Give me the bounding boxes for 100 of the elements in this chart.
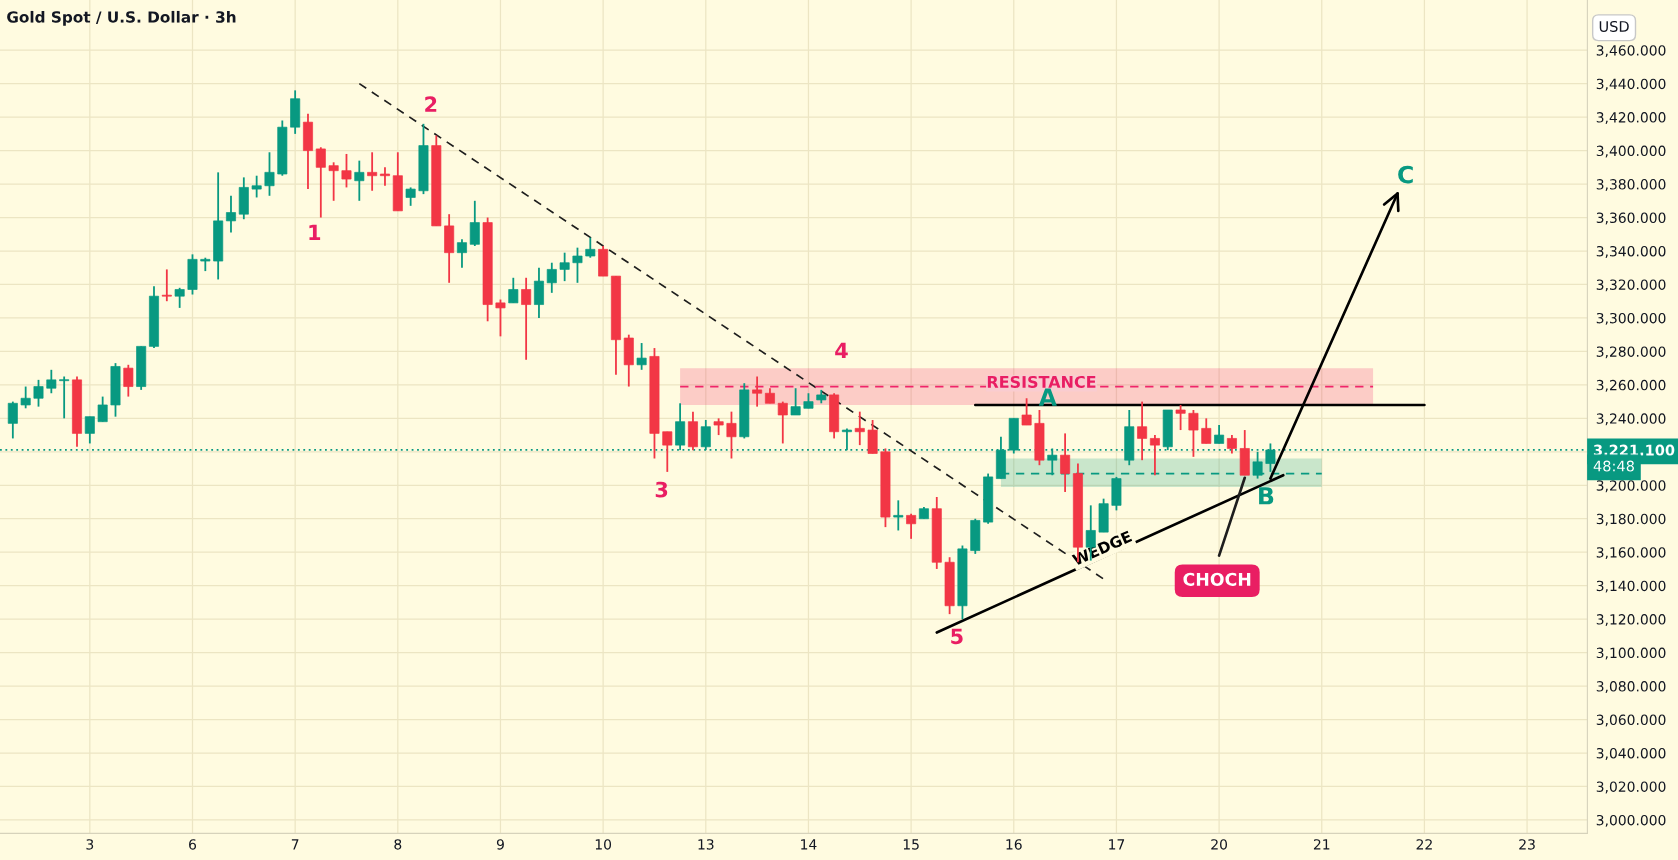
candlestick <box>354 159 365 202</box>
candlestick <box>123 363 134 398</box>
x-tick-label: 9 <box>496 839 504 850</box>
candlestick <box>662 430 673 473</box>
y-tick-label: 3,260.000 <box>1596 379 1666 392</box>
text: 48:48 <box>1593 460 1634 472</box>
y-tick-label: 3,240.000 <box>1596 413 1666 426</box>
candlestick <box>469 199 480 247</box>
candlestick <box>867 419 878 455</box>
x-tick-label: 20 <box>1211 839 1228 850</box>
x-tick-label: 13 <box>698 839 714 850</box>
y-tick-label: 3,120.000 <box>1596 614 1666 627</box>
annotation: 5 <box>951 628 963 645</box>
annotation: 3 <box>655 481 668 498</box>
candlestick <box>251 174 262 199</box>
y-tick-label: 3,160.000 <box>1596 547 1666 560</box>
candlestick <box>97 395 108 423</box>
candlestick <box>1137 400 1148 462</box>
y-tick-label: 3,400.000 <box>1596 145 1666 158</box>
candlestick <box>1149 434 1160 477</box>
candlestick <box>7 400 18 440</box>
x-tick-label: 23 <box>1519 839 1535 850</box>
annotation: B <box>1259 487 1274 505</box>
text: Gold Spot / U.S. Dollar · 3h <box>7 10 236 26</box>
candlestick <box>1214 424 1225 445</box>
candlestick <box>906 512 917 540</box>
annotation: RESISTANCE <box>987 375 1096 388</box>
candlestick <box>572 246 583 284</box>
x-tick-label: 14 <box>801 839 817 850</box>
candlestick <box>405 186 416 207</box>
x-tick-label: 3 <box>86 839 94 850</box>
candlestick <box>508 276 519 304</box>
candlestick <box>1060 432 1071 493</box>
y-tick-label: 3,420.000 <box>1596 112 1666 125</box>
candlestick <box>1226 434 1237 455</box>
candlestick <box>174 286 185 309</box>
x-tick-label: 6 <box>189 839 197 850</box>
candlestick <box>315 146 326 219</box>
y-tick-label: 3,460.000 <box>1596 45 1666 58</box>
candlestick <box>752 375 763 408</box>
candlestick <box>380 166 390 187</box>
y-tick-label: 3,080.000 <box>1596 681 1666 693</box>
candlestick <box>84 415 95 445</box>
candlestick <box>521 276 532 361</box>
candlestick <box>726 410 737 460</box>
ref-line-label: 3,221.100 <box>1593 444 1675 458</box>
candlestick <box>777 400 788 445</box>
candlestick <box>559 251 570 283</box>
candlestick <box>893 499 904 532</box>
x-tick-label: 8 <box>394 839 402 850</box>
y-tick-label: 3,140.000 <box>1596 580 1666 593</box>
x-tick-label: 7 <box>291 839 299 850</box>
annotation: A <box>1038 388 1057 406</box>
candlestick <box>33 378 44 408</box>
annotation: 2 <box>425 96 437 112</box>
y-tick-label: 3,340.000 <box>1596 245 1666 258</box>
candlestick <box>534 266 544 319</box>
candlestick <box>854 410 865 447</box>
y-tick-label: 3,380.000 <box>1596 179 1666 191</box>
y-tick-label: 3,020.000 <box>1596 781 1666 794</box>
y-tick-label: 3,320.000 <box>1596 279 1666 292</box>
y-tick-label: 3,060.000 <box>1596 714 1666 727</box>
annotation: 4 <box>835 342 848 358</box>
candlestick <box>1201 417 1212 445</box>
candlestick <box>328 161 339 202</box>
annotation: C <box>1398 165 1413 184</box>
candlestick <box>1021 397 1032 426</box>
candlestick <box>264 151 275 197</box>
y-tick-label: 3,280.000 <box>1596 346 1666 359</box>
candlestick <box>20 385 31 410</box>
y-tick-label: 3,200.000 <box>1596 480 1666 493</box>
annotation: CHOCH <box>1183 572 1251 586</box>
x-tick-label: 17 <box>1109 839 1125 850</box>
y-tick-label: 3,360.000 <box>1596 212 1666 225</box>
candlestick <box>1175 404 1186 431</box>
candlestick <box>546 261 557 294</box>
candlestick <box>161 268 172 303</box>
x-tick-label: 21 <box>1313 839 1330 850</box>
candlestick <box>341 153 352 189</box>
candlestick <box>636 342 647 371</box>
x-tick-label: 16 <box>1006 839 1022 850</box>
y-tick-label: 3,300.000 <box>1596 312 1666 325</box>
x-tick-label: 15 <box>903 839 919 850</box>
y-tick-label: 3,440.000 <box>1596 78 1666 91</box>
x-tick-label: 10 <box>595 839 612 850</box>
y-tick-label: 3,040.000 <box>1596 747 1666 760</box>
x-tick-label: 22 <box>1416 839 1432 850</box>
candlestick <box>790 387 801 416</box>
candlestick <box>585 236 596 259</box>
candlestick <box>495 298 506 338</box>
candlestick <box>367 151 378 192</box>
y-tick-label: 3,180.000 <box>1596 513 1666 526</box>
annotation: 1 <box>309 224 321 240</box>
candlestick <box>59 375 70 420</box>
y-tick-label: 3,100.000 <box>1596 647 1666 660</box>
candlestick <box>457 238 467 269</box>
candlestick <box>1188 409 1199 458</box>
candlestick <box>46 368 57 395</box>
y-axis-title: USD <box>1599 20 1629 33</box>
candlestick <box>226 194 236 234</box>
